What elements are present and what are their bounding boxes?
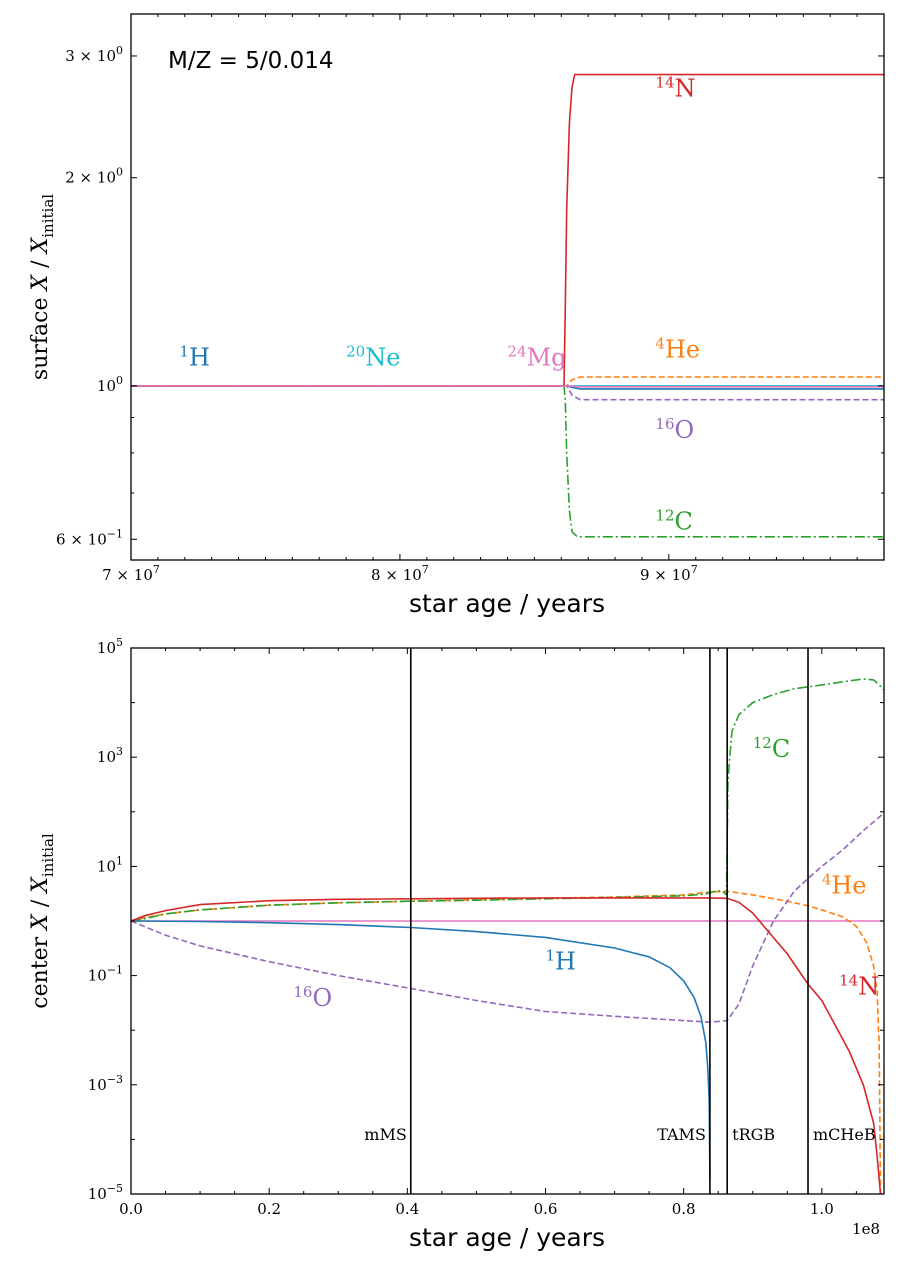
surface-ticks: 7 × 107 8 × 107 9 × 107 6 × 10−1 100 2 × 100 3… bbox=[56, 14, 884, 584]
series-label-he4: 4He bbox=[655, 334, 700, 363]
phase-label-mcheb: mCHeB bbox=[813, 1125, 876, 1144]
series-label-ne20: 20Ne bbox=[346, 343, 400, 372]
surface-annotation: M/Z = 5/0.014 bbox=[168, 48, 333, 74]
x-tick-label: 0.2 bbox=[257, 1200, 281, 1218]
series-line-o16 bbox=[131, 385, 884, 401]
series-line-c12 bbox=[131, 385, 884, 538]
y-tick-label: 2 × 100 bbox=[65, 166, 123, 187]
phase-label-mms: mMS bbox=[364, 1125, 407, 1144]
y-tick-label: 10−1 bbox=[88, 964, 123, 985]
series-line-n14 bbox=[131, 73, 884, 387]
series-label-h1: 1H bbox=[545, 946, 575, 975]
center-x-axis-label: star age / years bbox=[409, 1223, 605, 1252]
y-tick-label: 10−5 bbox=[88, 1182, 123, 1203]
y-tick-label: 103 bbox=[97, 745, 123, 766]
x-tick-label: 7 × 107 bbox=[102, 563, 160, 584]
y-tick-label: 101 bbox=[97, 854, 123, 875]
series-line-mg24 bbox=[131, 385, 884, 388]
y-tick-label: 105 bbox=[97, 636, 123, 657]
surface-y-axis-label: surface X / Xinitial bbox=[28, 194, 57, 380]
center-phase-markers: mMS TAMS tRGB mCHeB bbox=[364, 648, 876, 1194]
series-line-n14 bbox=[130, 897, 882, 1195]
phase-label-tams: TAMS bbox=[657, 1125, 706, 1144]
center-series-labels: 1H 4He 16O 12C 14N bbox=[293, 734, 879, 1012]
series-label-h1: 1H bbox=[179, 343, 209, 372]
series-label-n14: 14N bbox=[655, 74, 695, 103]
series-label-o16: 16O bbox=[293, 983, 332, 1012]
center-ticks: 0.0 0.2 0.4 0.6 0.8 1.0 10−5 10−3 10−1 101 103 105 bbox=[88, 636, 884, 1218]
x-tick-label: 0.8 bbox=[672, 1200, 696, 1218]
x-tick-label: 0.6 bbox=[534, 1200, 558, 1218]
series-line-he4 bbox=[130, 890, 882, 1195]
x-offset-text: 1e8 bbox=[852, 1220, 880, 1238]
y-tick-label: 100 bbox=[97, 374, 123, 395]
series-label-he4: 4He bbox=[822, 870, 867, 899]
series-label-c12: 12C bbox=[655, 506, 692, 535]
y-tick-label: 6 × 10−1 bbox=[56, 527, 123, 548]
x-tick-label: 0.4 bbox=[395, 1200, 419, 1218]
surface-x-axis-label: star age / years bbox=[409, 589, 605, 618]
series-label-c12: 12C bbox=[753, 734, 790, 763]
series-label-n14: 14N bbox=[839, 972, 879, 1001]
x-tick-label: 8 × 107 bbox=[371, 563, 429, 584]
surface-axes-frame bbox=[130, 13, 885, 561]
surface-series-labels: 20Ne 1H 4He 16O 12C 14N 24Mg bbox=[179, 74, 700, 536]
x-tick-label: 9 × 107 bbox=[640, 563, 698, 584]
y-tick-label: 10−3 bbox=[88, 1073, 123, 1094]
x-tick-label: 1.0 bbox=[810, 1200, 834, 1218]
surface-abundance-panel: 20Ne 1H 4He 16O 12C 14N 24Mg 7 × 107 8 × 107 9 ×… bbox=[28, 13, 885, 618]
series-line-he4 bbox=[131, 376, 884, 387]
surface-series-group bbox=[131, 73, 884, 538]
y-tick-label: 3 × 100 bbox=[65, 44, 123, 65]
series-line-o16 bbox=[130, 812, 885, 1024]
phase-label-trgb: tRGB bbox=[732, 1125, 775, 1144]
center-y-axis-label: center X / Xinitial bbox=[28, 833, 57, 1009]
series-label-o16: 16O bbox=[655, 415, 694, 444]
series-line-h1 bbox=[130, 920, 711, 1178]
series-line-c12 bbox=[130, 678, 885, 922]
series-label-mg24: 24Mg bbox=[508, 343, 567, 372]
x-tick-label: 0.0 bbox=[119, 1200, 143, 1218]
